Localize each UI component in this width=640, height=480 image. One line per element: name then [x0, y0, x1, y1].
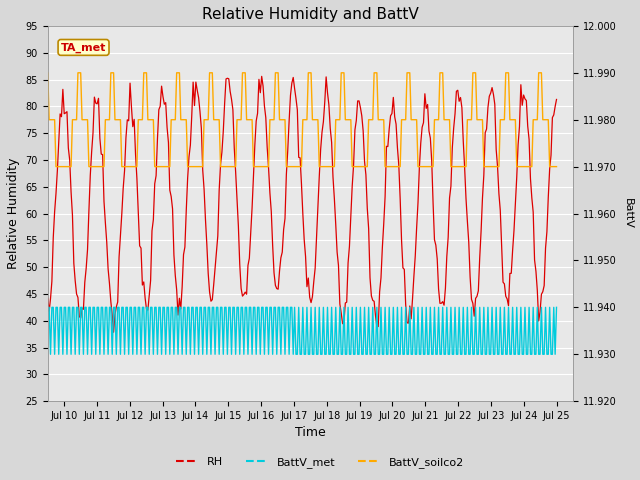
Text: TA_met: TA_met	[61, 42, 106, 52]
Y-axis label: Relative Humidity: Relative Humidity	[7, 158, 20, 269]
Title: Relative Humidity and BattV: Relative Humidity and BattV	[202, 7, 419, 22]
Legend: RH, BattV_met, BattV_soilco2: RH, BattV_met, BattV_soilco2	[172, 452, 468, 472]
X-axis label: Time: Time	[295, 426, 326, 440]
Y-axis label: BattV: BattV	[623, 198, 633, 229]
